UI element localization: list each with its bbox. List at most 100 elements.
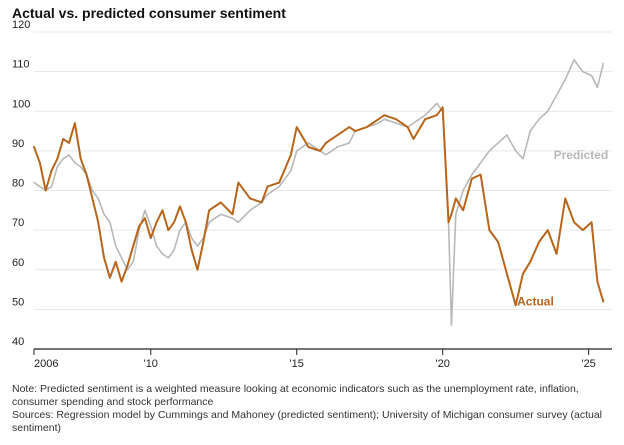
actual-data-point: [325, 142, 327, 144]
predicted-data-point: [103, 213, 105, 215]
actual-data-point: [602, 300, 604, 303]
predicted-data-point: [196, 245, 199, 247]
actual-data-point: [290, 154, 292, 156]
y-tick-label: 70: [12, 217, 24, 229]
x-tick-label: '20: [436, 358, 450, 370]
predicted-series-line: [33, 58, 605, 327]
actual-data-point: [442, 106, 444, 108]
actual-data-point: [377, 118, 380, 120]
actual-data-point: [424, 118, 426, 120]
predicted-series-label: Predicted: [554, 148, 609, 162]
actual-data-point: [296, 126, 298, 128]
actual-data-point: [68, 142, 70, 144]
actual-data-point: [261, 201, 263, 203]
actual-series-line: [33, 106, 605, 307]
actual-data-point: [573, 221, 575, 223]
predicted-data-point: [179, 229, 181, 231]
actual-data-point: [596, 281, 599, 283]
predicted-data-point: [97, 197, 99, 200]
actual-data-point: [220, 201, 222, 203]
actual-data-point: [582, 229, 584, 231]
predicted-data-point: [115, 245, 117, 247]
actual-series-label: Actual: [517, 294, 554, 308]
y-tick-label: 80: [12, 178, 24, 190]
actual-data-point: [455, 197, 457, 200]
predicted-data-point: [144, 209, 146, 211]
actual-data-point: [138, 225, 140, 227]
predicted-data-point: [109, 221, 111, 223]
x-tick-label: 2006: [34, 358, 58, 370]
y-tick-label: 100: [12, 98, 30, 110]
actual-data-point: [50, 170, 53, 172]
actual-data-point: [564, 197, 566, 200]
actual-data-point: [208, 209, 210, 211]
actual-data-point: [126, 265, 129, 267]
predicted-data-point: [296, 150, 298, 152]
predicted-data-point: [506, 134, 508, 136]
predicted-data-point: [529, 130, 531, 132]
predicted-data-point: [150, 225, 152, 227]
x-tick-label: '15: [290, 358, 304, 370]
actual-data-point: [529, 261, 531, 263]
chart-title: Actual vs. predicted consumer sentiment: [12, 5, 286, 21]
y-tick-label: 90: [12, 138, 24, 150]
predicted-data-point: [50, 185, 53, 188]
actual-data-point: [91, 197, 93, 200]
actual-data-point: [156, 221, 158, 223]
predicted-data-point: [383, 118, 385, 120]
predicted-data-point: [471, 174, 473, 176]
predicted-data-point: [455, 213, 457, 215]
predicted-data-point: [602, 63, 604, 65]
predicted-data-point: [249, 209, 251, 211]
actual-data-point: [85, 174, 88, 176]
actual-data-point: [97, 221, 99, 223]
predicted-data-point: [336, 146, 339, 148]
actual-data-point: [515, 304, 517, 307]
actual-data-point: [354, 130, 356, 132]
actual-data-point: [196, 269, 199, 271]
predicted-data-point: [488, 150, 490, 152]
predicted-data-point: [436, 102, 438, 104]
actual-data-point: [249, 197, 251, 200]
predicted-data-point: [132, 261, 134, 263]
actual-data-point: [497, 241, 499, 243]
predicted-data-point: [547, 110, 549, 112]
predicted-data-point: [208, 221, 210, 223]
actual-data-point: [480, 174, 482, 176]
predicted-data-point: [156, 245, 158, 247]
predicted-data-point: [278, 185, 280, 188]
predicted-data-point: [290, 170, 292, 172]
actual-data-point: [115, 261, 117, 263]
predicted-data-point: [266, 193, 269, 196]
predicted-data-point: [424, 114, 426, 116]
actual-data-point: [471, 178, 473, 180]
actual-data-point: [488, 229, 490, 231]
predicted-data-point: [80, 166, 82, 168]
actual-data-point: [161, 209, 164, 211]
actual-data-point: [74, 122, 76, 124]
actual-data-point: [555, 253, 558, 255]
actual-data-point: [407, 126, 409, 128]
y-tick-label: 110: [12, 59, 30, 71]
predicted-data-point: [74, 162, 76, 164]
actual-data-point: [383, 114, 385, 116]
predicted-data-point: [348, 142, 350, 144]
actual-data-point: [506, 273, 508, 275]
predicted-data-point: [538, 118, 540, 120]
actual-data-point: [412, 138, 415, 140]
predicted-data-point: [161, 253, 164, 255]
actual-data-point: [447, 221, 450, 223]
predicted-data-point: [555, 94, 558, 96]
predicted-data-point: [377, 122, 380, 124]
actual-data-point: [366, 126, 368, 128]
actual-data-point: [336, 134, 339, 136]
predicted-data-point: [582, 71, 584, 73]
actual-data-point: [144, 217, 146, 219]
chart-notes: Note: Predicted sentiment is a weighted …: [12, 383, 617, 435]
predicted-data-point: [39, 185, 41, 188]
predicted-data-point: [167, 257, 169, 259]
predicted-data-point: [450, 324, 453, 326]
predicted-data-point: [307, 142, 310, 144]
predicted-data-point: [91, 189, 93, 192]
x-tick-label: '25: [581, 358, 595, 370]
